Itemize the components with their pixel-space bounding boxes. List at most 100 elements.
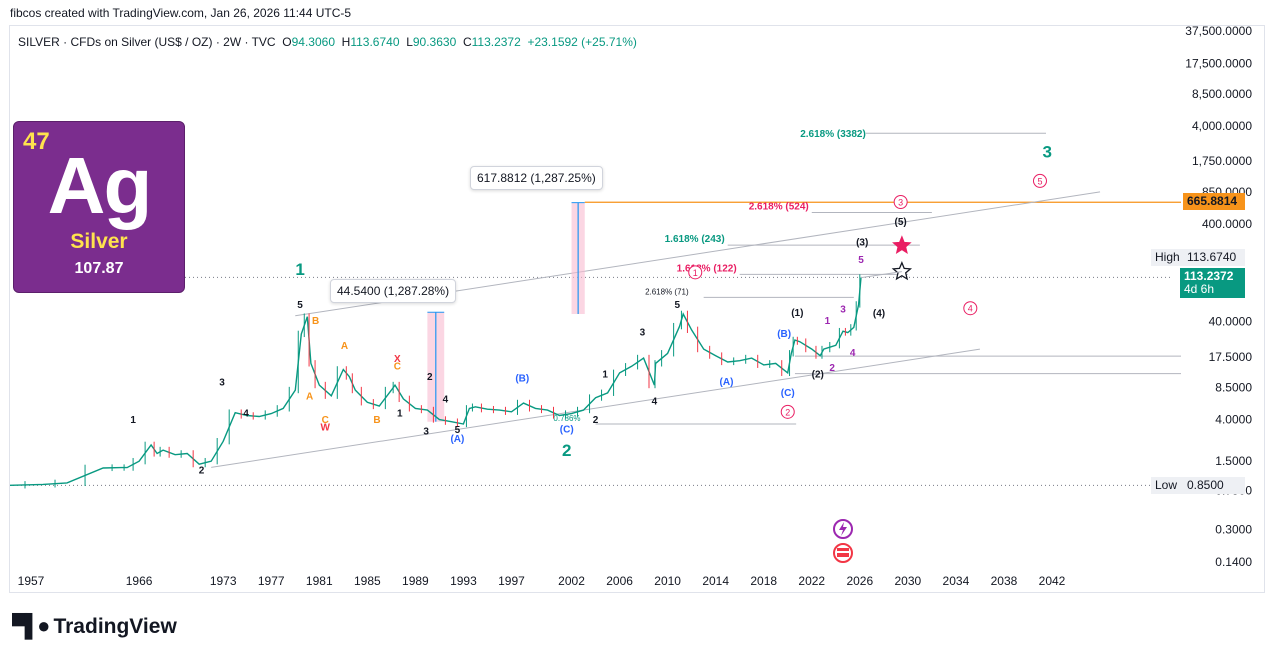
y-tick-label: 0.1400 [1215,555,1252,569]
wave-label: A [341,341,348,352]
fib-level-label: 1.618% (122) [677,263,737,274]
wave-label: 3 [1042,143,1051,162]
wave-label: 5 [455,425,461,436]
x-tick-label: 2002 [558,574,585,588]
target-price-text: 665.8814 [1187,194,1238,208]
wave-label: 5 [674,300,680,311]
target-star-icon [892,235,912,254]
channel-line [211,348,981,468]
wave-label: (C) [560,425,574,436]
wave-label: (5) [895,217,907,228]
y-tick-label: 8.5000 [1215,381,1252,395]
x-tick-label: 1966 [126,574,153,588]
wave-label: C [394,361,401,372]
high-value: 113.6740 [350,35,400,49]
x-tick-label: 2014 [702,574,729,588]
wave-label: 2 [562,441,571,460]
atomic-mass: 107.87 [74,260,124,277]
x-tick-label: 1985 [354,574,381,588]
element-symbol: Ag [47,141,153,230]
low-price-tag: 0.8500 [1183,477,1245,494]
fib-level-label: 2.618% (71) [645,287,689,296]
open-value: 94.3060 [291,35,335,49]
close-label: C [462,35,472,49]
bar-countdown-text: 4d 6h [1184,282,1215,296]
element-name: Silver [70,230,128,253]
circled-wave-label: 5 [1037,176,1042,186]
x-tick-label: 1989 [402,574,429,588]
wave-label: A [306,392,313,403]
y-tick-label: 1,750.0000 [1192,154,1252,168]
wave-label: 4 [443,394,449,405]
price-series-line [10,277,862,487]
circled-wave-marker [893,194,908,209]
right-measure-callout[interactable]: 617.8812 (1,287.25%) [470,166,603,190]
circled-wave-label: 4 [968,304,973,314]
x-tick-label: 1973 [210,574,237,588]
circled-wave-marker [1032,173,1047,188]
wave-label: (A) [450,434,464,445]
brand-name: TradingView [53,615,177,638]
wave-label: B [312,316,319,327]
close-value: 113.2372 [471,35,521,49]
tradingview-logo-icon: ▀▌● [12,613,51,638]
wave-label: 3 [640,327,646,338]
x-tick-label: 1981 [306,574,333,588]
circled-wave-marker [688,265,703,280]
x-tick-label: 2034 [943,574,970,588]
right-measure-text: 617.8812 (1,287.25%) [477,171,596,185]
wave-label: 1 [602,369,608,380]
silver-element-card: 47 Ag Silver 107.87 [13,121,185,293]
wave-label: 3 [423,427,429,438]
wave-label: (A) [720,377,734,388]
wave-label: X [394,354,401,365]
fib-level-label: 0.786% [553,414,580,423]
low-price-text: 0.8500 [1187,478,1224,492]
change-value: +23.1592 (+25.71%) [527,35,637,49]
fib-level-label: 2.618% (3382) [800,129,866,140]
chart-frame[interactable]: 2.618% (3382) 2.618% (524) 1.618% (243) 1.6… [9,25,1265,593]
x-tick-label: 1997 [498,574,525,588]
y-tick-label: 17.5000 [1209,350,1253,364]
symbol-line: SILVER · CFDs on Silver (US$ / OZ) · 2W … [18,35,276,49]
high-label: H [341,35,351,49]
wave-label: (B) [515,373,529,384]
wave-label: (B) [777,329,791,340]
wave-label: 4 [652,397,658,408]
low-tag-text: Low [1155,478,1178,492]
wave-label: 5 [858,255,864,266]
y-tick-label: 8,500.0000 [1192,87,1252,101]
last-price-tag: 113.2372 4d 6h [1180,268,1245,298]
circled-wave-label: 3 [898,197,903,207]
wave-label: 5 [297,300,303,311]
wave-label: (3) [856,238,868,249]
x-tick-label: 2030 [895,574,922,588]
wave-label: (1) [791,308,803,319]
wave-label: (4) [873,309,885,320]
wave-label: 4 [850,348,856,359]
wave-label: 1 [130,415,136,426]
fib-level-label: 1.618% (243) [665,234,725,245]
x-tick-label: 2022 [798,574,825,588]
x-tick-label: 2010 [654,574,681,588]
left-measure-callout[interactable]: 44.5400 (1,287.28%) [330,279,457,303]
y-tick-label: 0.3000 [1215,523,1252,537]
price-chart[interactable]: 2.618% (3382) 2.618% (524) 1.618% (243) 1.6… [10,26,1264,592]
wave-label: 4 [243,408,249,419]
circled-wave-label: 2 [785,407,790,417]
high-tag-label: High [1151,249,1185,266]
wave-label: (C) [781,388,795,399]
last-price-text: 113.2372 [1184,269,1234,283]
circled-wave-label: 1 [693,268,698,278]
wave-label: 3 [840,304,846,315]
us-flag-stripe [837,551,849,553]
tradingview-brand[interactable]: ▀▌● TradingView [12,613,177,639]
wave-label: 1 [397,408,403,419]
target-price-tag: 665.8814 [1183,193,1245,210]
x-tick-label: 2026 [846,574,873,588]
y-tick-label: 4,000.0000 [1192,119,1252,133]
symbol-legend[interactable]: SILVER · CFDs on Silver (US$ / OZ) · 2W … [18,35,637,49]
wave-label: (2) [812,369,824,380]
y-tick-label: 40.0000 [1209,315,1253,329]
fib-level-label: 2.618% (524) [749,201,809,212]
